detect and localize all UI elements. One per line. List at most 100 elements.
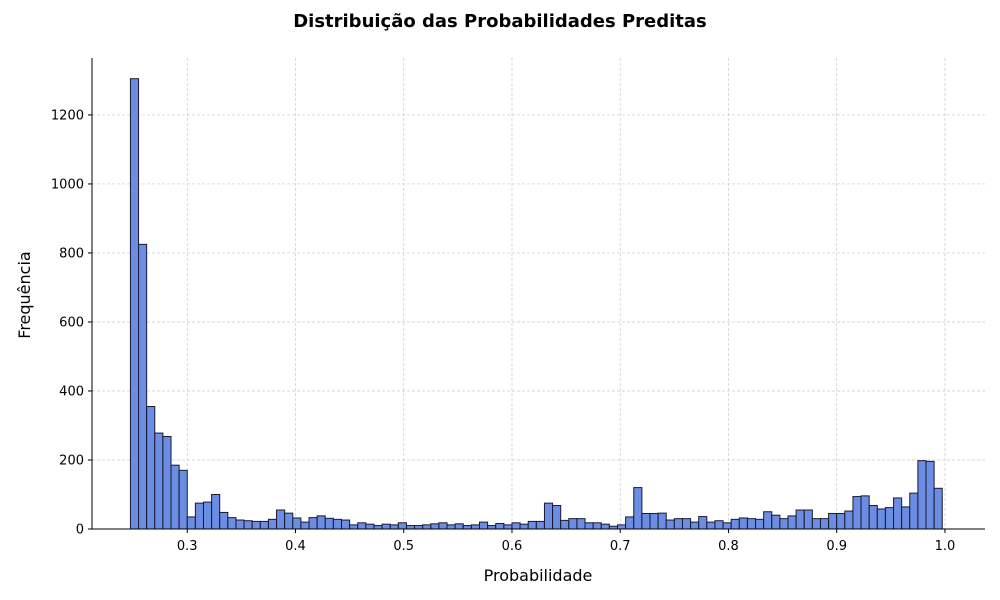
- histogram-bar: [446, 524, 456, 530]
- histogram-bar: [300, 521, 310, 530]
- histogram-bar: [909, 492, 919, 530]
- histogram-bar: [811, 518, 821, 530]
- histogram-bar: [503, 524, 513, 530]
- histogram-bar: [600, 523, 610, 530]
- histogram-bar: [332, 518, 342, 530]
- tick-labels: 0.3 0.4 0.5 0.6 0.7 0.8 0.9 1.0 0 200 400 600 800 100…: [51, 108, 955, 554]
- histogram-bar: [251, 520, 261, 530]
- histogram-bar: [349, 524, 359, 530]
- histogram-bar: [527, 520, 537, 530]
- histogram-bar: [917, 460, 927, 530]
- y-tick-label: 0: [76, 523, 84, 538]
- histogram-bar: [487, 525, 497, 530]
- histogram-bar: [422, 524, 432, 530]
- histogram-bar: [893, 497, 903, 530]
- histogram-bars: [129, 78, 943, 530]
- histogram-bar: [154, 432, 164, 530]
- histogram-bar: [763, 511, 773, 530]
- histogram-bar: [178, 469, 188, 530]
- x-tick-label: 0.7: [610, 539, 631, 554]
- x-tick-label: 0.3: [177, 539, 198, 554]
- histogram-bar: [560, 519, 570, 530]
- histogram-bar: [357, 522, 367, 530]
- y-axis-label: Frequência: [15, 251, 34, 338]
- x-tick-label: 0.4: [285, 539, 306, 554]
- histogram-bar: [276, 509, 286, 530]
- histogram-bar: [819, 518, 830, 530]
- histogram-bar: [430, 523, 440, 530]
- histogram-bar: [543, 502, 554, 530]
- histogram-bar: [235, 519, 245, 530]
- histogram-bar: [373, 525, 383, 530]
- histogram-bar: [625, 516, 635, 530]
- grid-lines: [92, 58, 985, 530]
- histogram-bar: [901, 506, 911, 530]
- histogram-bar: [129, 78, 140, 530]
- histogram-bar: [779, 518, 789, 530]
- histogram-bar: [243, 520, 253, 530]
- histogram-bar: [194, 502, 204, 530]
- histogram-bar: [267, 518, 278, 530]
- histogram-bar: [649, 512, 659, 530]
- histogram-bar: [138, 243, 148, 530]
- histogram-bar: [673, 518, 683, 530]
- histogram-bar: [405, 525, 416, 530]
- histogram-bar: [803, 509, 813, 530]
- x-axis-label: Probabilidade: [484, 566, 593, 585]
- histogram-bar: [884, 507, 895, 530]
- x-tick-label: 0.6: [502, 539, 523, 554]
- histogram-bar: [852, 496, 862, 530]
- histogram-bar: [470, 524, 481, 530]
- histogram-bar: [340, 519, 351, 530]
- x-tick-label: 0.9: [826, 539, 847, 554]
- histogram-bar: [617, 524, 627, 530]
- histogram-bar: [511, 522, 521, 530]
- histogram-bar: [933, 487, 943, 530]
- histogram-bar: [836, 512, 846, 530]
- histogram-bar: [795, 509, 805, 530]
- histogram-bar: [284, 512, 294, 530]
- histogram-bar: [746, 518, 757, 530]
- histogram-bar: [633, 487, 643, 530]
- histogram-bar: [202, 501, 213, 530]
- x-tick-label: 0.5: [393, 539, 414, 554]
- histogram-bar: [462, 525, 472, 530]
- histogram-bar: [495, 522, 505, 530]
- histogram-bar: [730, 518, 740, 530]
- histogram-bar: [162, 436, 172, 530]
- histogram-bar: [389, 524, 399, 530]
- histogram-bar: [568, 518, 578, 530]
- y-tick-label: 1000: [51, 177, 84, 192]
- histogram-bar: [292, 517, 302, 530]
- histogram-bar: [755, 518, 765, 530]
- x-tick-label: 1.0: [935, 539, 956, 554]
- y-tick-label: 400: [59, 384, 84, 399]
- histogram-bar: [308, 517, 318, 530]
- histogram-bar: [584, 522, 594, 530]
- histogram-bar: [714, 520, 724, 530]
- histogram-bar: [227, 517, 237, 530]
- histogram-bar: [868, 505, 878, 530]
- y-tick-label: 200: [59, 453, 84, 468]
- histogram-bar: [219, 511, 229, 530]
- histogram-bar: [381, 523, 391, 530]
- histogram-bar: [259, 520, 269, 530]
- y-tick-label: 600: [59, 315, 84, 330]
- histogram-bar: [146, 406, 156, 530]
- histogram-bar: [876, 508, 886, 530]
- histogram-bar: [519, 523, 529, 530]
- histogram-bar: [170, 464, 180, 530]
- histogram-bar: [211, 493, 221, 530]
- histogram-bar: [552, 505, 562, 530]
- histogram-bar: [641, 512, 651, 530]
- histogram-bar: [722, 522, 732, 530]
- histogram-bar: [365, 523, 375, 530]
- y-tick-label: 800: [59, 246, 84, 261]
- histogram-bar: [738, 517, 748, 530]
- histogram-bar: [324, 517, 334, 530]
- histogram-bar: [576, 518, 586, 530]
- histogram-bar: [454, 523, 464, 530]
- histogram-bar: [690, 521, 700, 530]
- histogram-bar: [414, 525, 424, 530]
